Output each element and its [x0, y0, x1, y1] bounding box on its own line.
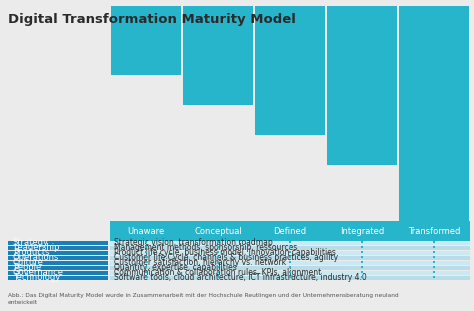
Bar	[110, 221, 470, 241]
Bar	[8, 246, 108, 249]
Bar	[8, 251, 108, 254]
Text: Defined: Defined	[273, 226, 307, 235]
Text: Culture: Culture	[13, 258, 44, 267]
Bar	[8, 266, 108, 270]
Bar	[110, 276, 470, 280]
Bar	[8, 241, 108, 244]
Bar	[8, 276, 108, 280]
Bar	[110, 256, 470, 259]
Bar	[8, 256, 108, 259]
Text: Digital Transformation Maturity Model: Digital Transformation Maturity Model	[8, 13, 296, 26]
Text: Governance: Governance	[13, 268, 64, 277]
Text: Conceptual: Conceptual	[194, 226, 242, 235]
Bar	[8, 261, 108, 264]
Bar	[327, 6, 397, 165]
Bar	[110, 266, 470, 270]
Bar	[110, 251, 470, 254]
Text: Communication & collaboration rules, KPIs, alignment: Communication & collaboration rules, KPI…	[114, 268, 321, 277]
Text: Leadership: Leadership	[13, 243, 60, 252]
Text: Operations: Operations	[13, 253, 59, 262]
Text: Transformed: Transformed	[408, 226, 460, 235]
Text: Technology: Technology	[13, 273, 60, 282]
Text: Integrated: Integrated	[340, 226, 384, 235]
Bar	[8, 271, 108, 275]
Bar	[255, 6, 325, 135]
Bar	[183, 6, 253, 105]
Text: Unaware: Unaware	[128, 226, 164, 235]
Text: Quantity, expertise, capabilities: Quantity, expertise, capabilities	[114, 263, 237, 272]
Text: Customer satisfaction, hierarchy vs. network: Customer satisfaction, hierarchy vs. net…	[114, 258, 286, 267]
Bar	[399, 6, 469, 221]
Text: Product life cycle, business model, innovation capabilities: Product life cycle, business model, inno…	[114, 248, 336, 257]
Bar	[111, 6, 181, 75]
Bar	[110, 241, 470, 244]
Bar	[110, 271, 470, 275]
Bar	[110, 261, 470, 264]
Text: Strategy: Strategy	[13, 238, 49, 247]
Text: Management methods, sponsorship, ressources: Management methods, sponsorship, ressour…	[114, 243, 297, 252]
Text: Customer life Cycle, channels & business practices, agility: Customer life Cycle, channels & business…	[114, 253, 338, 262]
Bar	[110, 246, 470, 249]
Text: People: People	[13, 263, 41, 272]
Text: Strategic vision, transformation roadmap: Strategic vision, transformation roadmap	[114, 238, 273, 247]
Text: Abb.: Das Digital Maturity Model wurde in Zusammenarbeit mit der Hochschule Reut: Abb.: Das Digital Maturity Model wurde i…	[8, 293, 399, 304]
Text: Software tools, cloud architecture, ICT infrastructure, industry 4.0: Software tools, cloud architecture, ICT …	[114, 273, 367, 282]
Text: Products: Products	[13, 248, 49, 257]
